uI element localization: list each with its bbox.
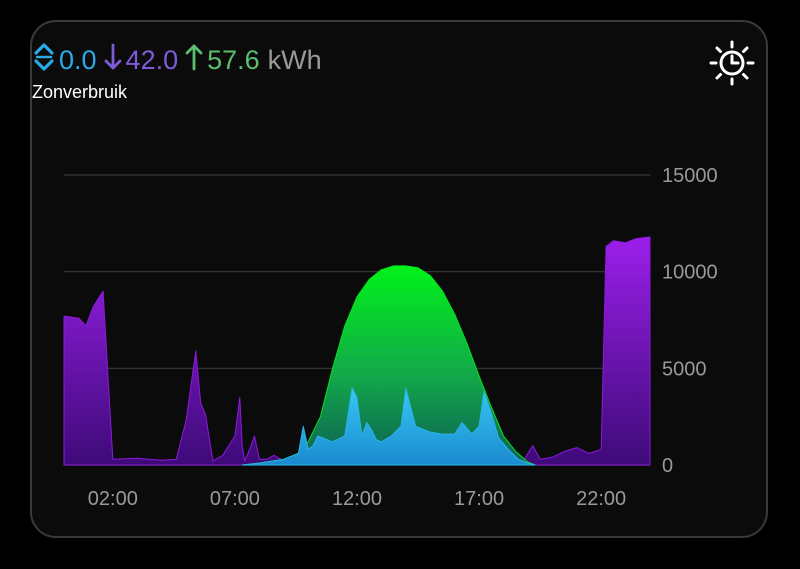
- solar-production-value: 57.6: [207, 44, 260, 75]
- y-tick-label: 0: [662, 455, 673, 477]
- grid-import-value: 42.0: [125, 44, 179, 75]
- y-tick-label: 15000: [662, 165, 718, 187]
- energy-stats-header: 0.0 42.0 57.6 kWh: [32, 40, 322, 80]
- arrow-up-icon: [184, 42, 204, 79]
- x-tick-label: 07:00: [210, 488, 260, 510]
- period-settings-button[interactable]: [704, 38, 760, 90]
- x-tick-label: 17:00: [454, 488, 504, 510]
- solar-production-area: [241, 265, 536, 466]
- battery-area: [241, 387, 536, 466]
- x-tick-label: 02:00: [88, 488, 138, 510]
- battery-arrows-icon: [32, 41, 56, 80]
- y-tick-label: 5000: [662, 358, 707, 380]
- battery-stat: 0.0: [32, 41, 97, 80]
- sun-clock-icon: [706, 36, 758, 93]
- grid-consumption-area: [63, 236, 651, 466]
- grid-import-stat: 42.0: [103, 42, 179, 79]
- x-tick-label: 22:00: [576, 488, 626, 510]
- card-subtitle: Zonverbruik: [32, 82, 128, 102]
- y-tick-label: 10000: [662, 262, 718, 284]
- energy-unit: kWh: [267, 44, 322, 75]
- arrow-down-icon: [103, 42, 123, 79]
- solar-production-stat: 57.6: [184, 42, 260, 79]
- battery-value: 0.0: [59, 44, 97, 75]
- x-tick-label: 12:00: [332, 488, 382, 510]
